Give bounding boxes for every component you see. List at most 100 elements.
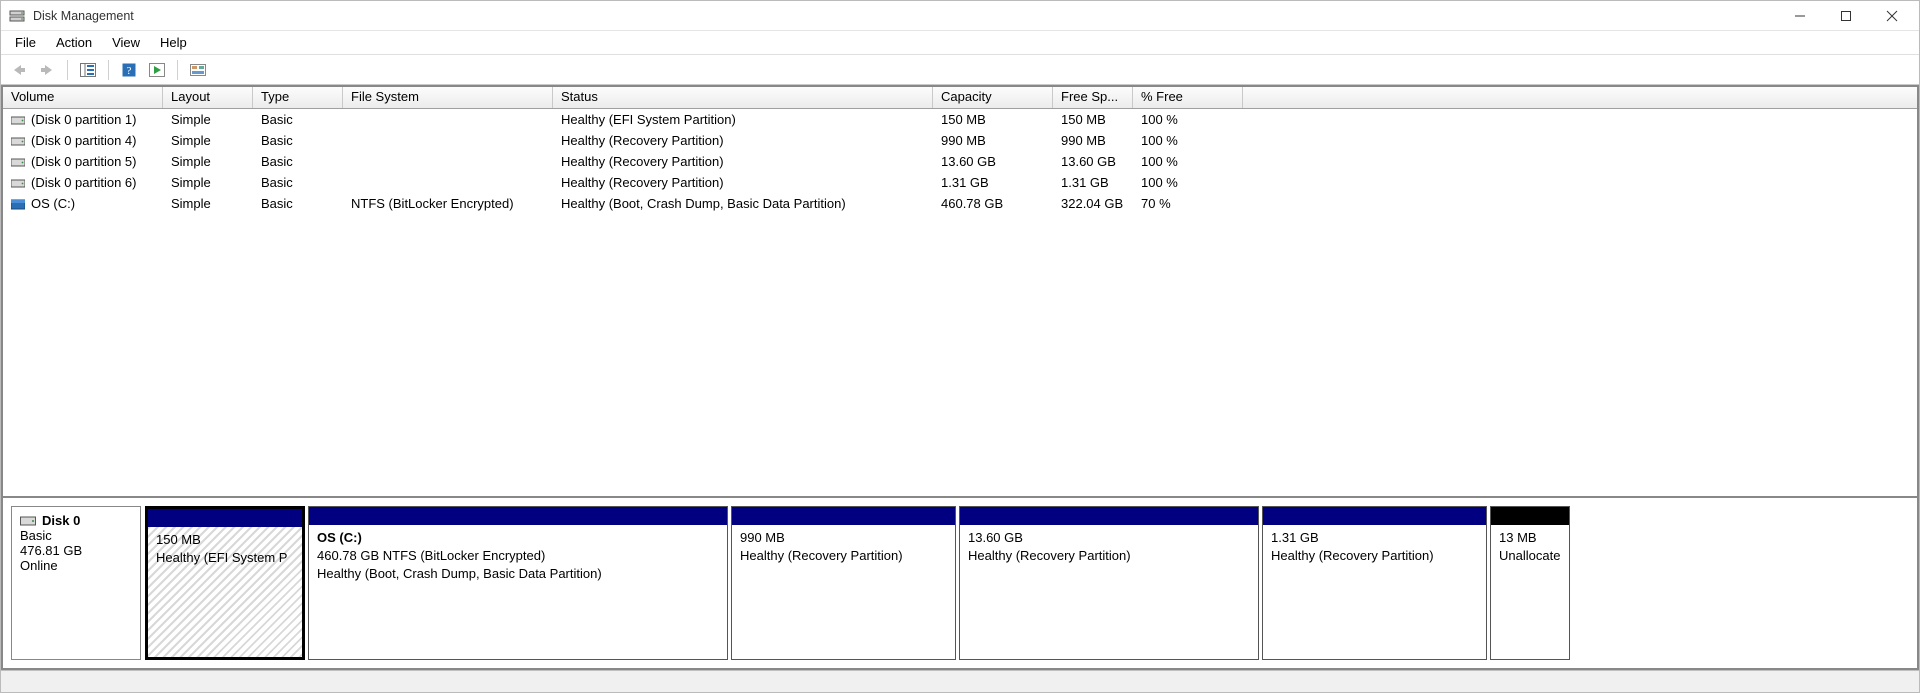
volume-name: OS (C:) <box>31 196 75 211</box>
layout-button[interactable] <box>76 58 100 82</box>
col-pct[interactable]: % Free <box>1133 87 1243 108</box>
partition-header <box>732 507 955 525</box>
partition-size: 460.78 GB NTFS (BitLocker Encrypted) <box>317 547 719 565</box>
col-volume[interactable]: Volume <box>3 87 163 108</box>
partition-box[interactable]: OS (C:)460.78 GB NTFS (BitLocker Encrypt… <box>308 506 728 660</box>
refresh-button[interactable] <box>145 58 169 82</box>
table-row[interactable]: (Disk 0 partition 4) SimpleBasic Healthy (… <box>3 130 1917 151</box>
partition-size: 150 MB <box>156 531 294 549</box>
statusbar <box>1 670 1919 692</box>
col-status[interactable]: Status <box>553 87 933 108</box>
svg-text:?: ? <box>127 65 132 77</box>
menu-file[interactable]: File <box>5 33 46 52</box>
cell-layout: Simple <box>163 173 253 192</box>
cell-layout: Simple <box>163 131 253 150</box>
partition-body: 13 MBUnallocate <box>1491 525 1569 659</box>
window-title: Disk Management <box>33 9 134 23</box>
menu-action[interactable]: Action <box>46 33 102 52</box>
volume-list[interactable]: (Disk 0 partition 1)SimpleBasicHealthy (… <box>3 109 1917 498</box>
table-row[interactable]: OS (C:)SimpleBasicNTFS (BitLocker Encryp… <box>3 193 1917 214</box>
disk-type: Basic <box>20 528 132 543</box>
cell-fs <box>343 160 553 164</box>
partition-status: Healthy (Recovery Partition) <box>740 547 947 565</box>
partition-header <box>148 509 302 527</box>
cell-capacity: 13.60 GB <box>933 152 1053 171</box>
col-layout[interactable]: Layout <box>163 87 253 108</box>
help-button[interactable]: ? <box>117 58 141 82</box>
partition-size: 13 MB <box>1499 529 1561 547</box>
partition-status: Healthy (Recovery Partition) <box>1271 547 1478 565</box>
nav-forward-button[interactable] <box>35 58 59 82</box>
volume-icon <box>11 177 25 188</box>
cell-type: Basic <box>253 194 343 213</box>
col-fs[interactable]: File System <box>343 87 553 108</box>
partition-box[interactable]: 1.31 GBHealthy (Recovery Partition) <box>1262 506 1487 660</box>
cell-status: Healthy (Boot, Crash Dump, Basic Data Pa… <box>553 194 933 213</box>
volume-name: (Disk 0 partition 1) <box>31 112 136 127</box>
cell-fs <box>343 181 553 185</box>
disk-label: Disk 0 <box>42 513 80 528</box>
partition-status: Healthy (Recovery Partition) <box>968 547 1250 565</box>
partition-box[interactable]: 13.60 GBHealthy (Recovery Partition) <box>959 506 1259 660</box>
partition-status: Unallocate <box>1499 547 1561 565</box>
cell-pct: 100 % <box>1133 131 1243 150</box>
nav-back-button[interactable] <box>7 58 31 82</box>
cell-pct: 100 % <box>1133 110 1243 129</box>
partition-size: 1.31 GB <box>1271 529 1478 547</box>
disk-info-box[interactable]: Disk 0 Basic 476.81 GB Online <box>11 506 141 660</box>
volume-name: (Disk 0 partition 4) <box>31 133 136 148</box>
cell-status: Healthy (Recovery Partition) <box>553 152 933 171</box>
menu-help[interactable]: Help <box>150 33 197 52</box>
close-button[interactable] <box>1869 1 1915 31</box>
cell-layout: Simple <box>163 152 253 171</box>
disk-size: 476.81 GB <box>20 543 132 558</box>
table-row[interactable]: (Disk 0 partition 5) SimpleBasic Healthy (… <box>3 151 1917 172</box>
titlebar: Disk Management <box>1 1 1919 31</box>
volume-icon <box>11 135 25 146</box>
partition-status: Healthy (EFI System P <box>156 549 294 567</box>
cell-capacity: 150 MB <box>933 110 1053 129</box>
settings-button[interactable] <box>186 58 210 82</box>
col-free[interactable]: Free Sp... <box>1053 87 1133 108</box>
menubar: File Action View Help <box>1 31 1919 55</box>
volume-name: (Disk 0 partition 5) <box>31 154 136 169</box>
cell-free: 150 MB <box>1053 110 1133 129</box>
cell-capacity: 1.31 GB <box>933 173 1053 192</box>
col-capacity[interactable]: Capacity <box>933 87 1053 108</box>
volume-icon <box>11 156 25 167</box>
cell-type: Basic <box>253 173 343 192</box>
toolbar-separator <box>108 60 109 80</box>
col-type[interactable]: Type <box>253 87 343 108</box>
maximize-button[interactable] <box>1823 1 1869 31</box>
partition-size: 990 MB <box>740 529 947 547</box>
cell-fs <box>343 118 553 122</box>
partition-box[interactable]: 13 MBUnallocate <box>1490 506 1570 660</box>
table-row[interactable]: (Disk 0 partition 1)SimpleBasicHealthy (… <box>3 109 1917 130</box>
toolbar-separator <box>177 60 178 80</box>
cell-status: Healthy (Recovery Partition) <box>553 131 933 150</box>
table-row[interactable]: (Disk 0 partition 6)SimpleBasicHealthy (… <box>3 172 1917 193</box>
minimize-button[interactable] <box>1777 1 1823 31</box>
disk-map-pane: Disk 0 Basic 476.81 GB Online 150 MBHeal… <box>3 498 1917 668</box>
cell-pct: 100 % <box>1133 173 1243 192</box>
partition-status: Healthy (Boot, Crash Dump, Basic Data Pa… <box>317 565 719 583</box>
toolbar: ? <box>1 55 1919 85</box>
content-area: Volume Layout Type File System Status Ca… <box>1 85 1919 670</box>
volume-icon <box>11 114 25 125</box>
toolbar-separator <box>67 60 68 80</box>
cell-status: Healthy (Recovery Partition) <box>553 173 933 192</box>
cell-free: 1.31 GB <box>1053 173 1133 192</box>
cell-pct: 100 % <box>1133 152 1243 171</box>
app-icon <box>9 8 25 24</box>
col-tail[interactable] <box>1243 87 1917 108</box>
cell-type: Basic <box>253 131 343 150</box>
cell-status: Healthy (EFI System Partition) <box>553 110 933 129</box>
menu-view[interactable]: View <box>102 33 150 52</box>
cell-free: 13.60 GB <box>1053 152 1133 171</box>
partition-box[interactable]: 990 MBHealthy (Recovery Partition) <box>731 506 956 660</box>
volume-icon <box>11 198 25 209</box>
cell-layout: Simple <box>163 110 253 129</box>
cell-pct: 70 % <box>1133 194 1243 213</box>
partition-box[interactable]: 150 MBHealthy (EFI System P <box>145 506 305 660</box>
cell-type: Basic <box>253 152 343 171</box>
